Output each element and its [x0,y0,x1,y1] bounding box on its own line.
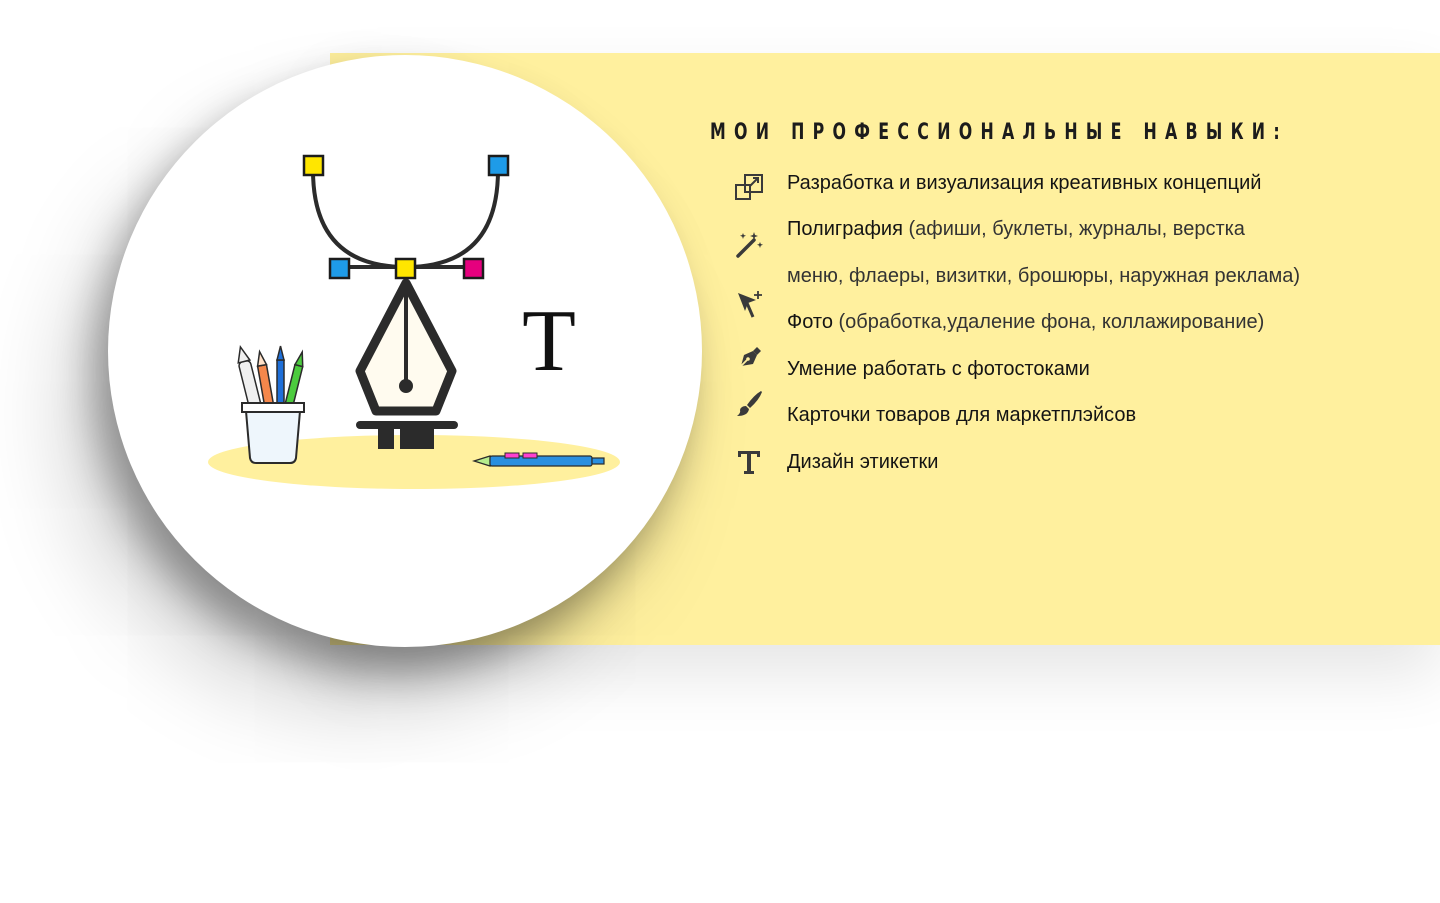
skill-item-2-label: Полиграфия [787,218,903,240]
anchor-point-top-right [487,154,510,177]
cursor-plus-icon [738,291,762,318]
brush-icon [737,391,762,416]
skill-item-4: Умение работать с фотостоками [787,357,1090,381]
skill-item-2: Полиграфия (афиши, буклеты, журналы, вер… [787,217,1245,241]
pen-lying-graphic [471,452,605,467]
resize-frames-icon [735,174,763,200]
magic-wand-icon [736,232,763,258]
skill-item-2-details-continued: меню, флаеры, визитки, брошюры, наружная… [787,265,1301,287]
type-icon [738,451,760,474]
pencil-cup-graphic [237,344,305,464]
pen-nib-icon [737,347,761,370]
skill-item-6-label: Дизайн этикетки [787,451,939,473]
skill-item-5-label: Карточки товаров для маркетплэйсов [787,404,1137,426]
handle-point-right [462,257,485,280]
skill-item-4-label: Умение работать с фотостоками [787,358,1090,380]
skill-item-1-label: Разработка и визуализация креативных кон… [787,172,1262,194]
skills-heading: МОИ ПРОФЕССИОНАЛЬНЫЕ НАВЫКИ: [710,120,1288,145]
type-letter: T [522,293,576,390]
bezier-curve [311,169,500,270]
skill-item-3-details: (обработка,удаление фона, коллажирование… [832,311,1265,333]
handle-point-left [328,257,351,280]
skill-item-3-label: Фото [787,311,833,333]
skill-item-5: Карточки товаров для маркетплэйсов [787,403,1136,427]
skill-item-3: Фото (обработка,удаление фона, коллажиро… [787,310,1264,334]
skill-item-2-details: (афиши, буклеты, журналы, верстка [902,218,1245,240]
pen-tool-illustration: T [208,154,620,489]
skill-item-1: Разработка и визуализация креативных кон… [787,171,1261,195]
anchor-point-center [394,257,417,280]
pen-nib-graphic [355,278,458,449]
skill-item-6: Дизайн этикетки [787,450,938,474]
floor-shadow [208,435,620,489]
illustration-circle: T [108,55,702,647]
anchor-point-top-left [302,154,325,177]
